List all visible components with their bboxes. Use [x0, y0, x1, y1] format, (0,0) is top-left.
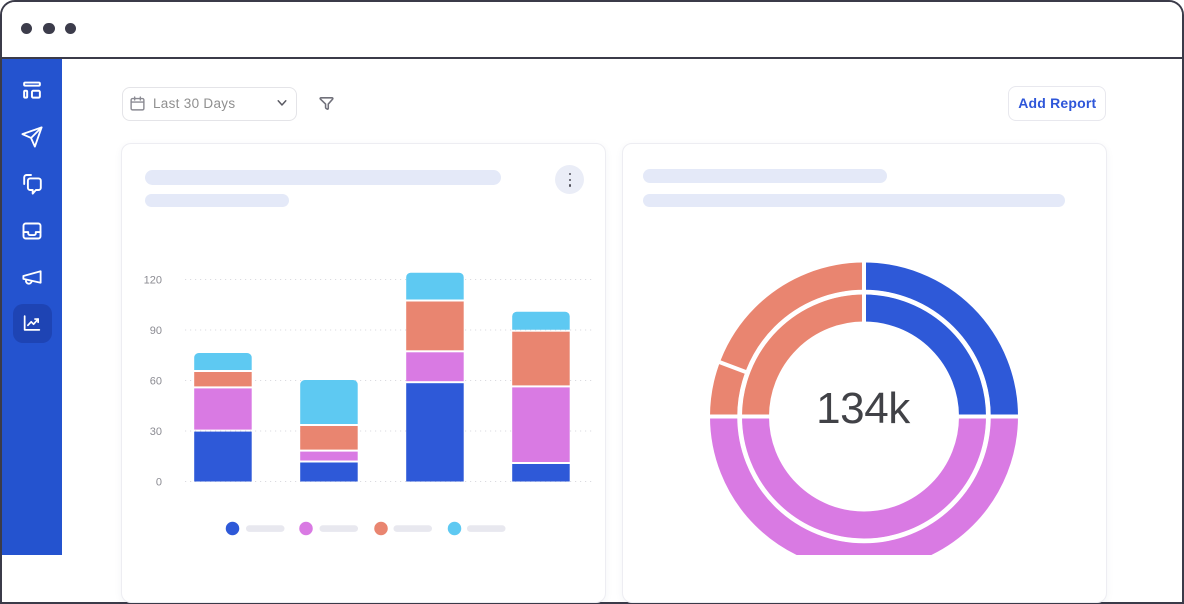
svg-text:90: 90 — [150, 325, 162, 337]
svg-text:30: 30 — [150, 426, 162, 438]
svg-text:0: 0 — [156, 477, 162, 489]
svg-text:120: 120 — [144, 275, 162, 287]
svg-text:60: 60 — [150, 376, 162, 388]
